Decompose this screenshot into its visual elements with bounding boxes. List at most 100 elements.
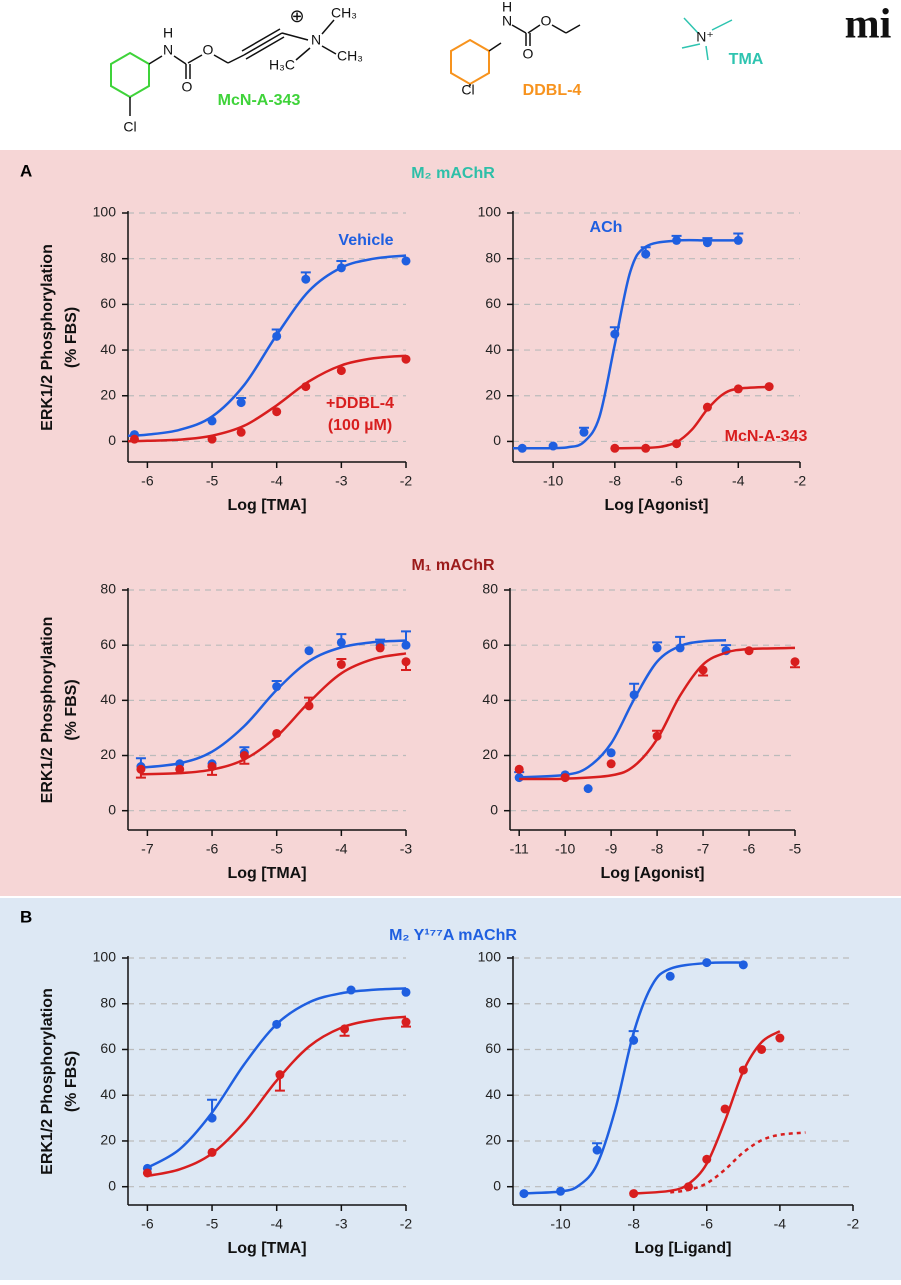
x-tick-label: -10 <box>550 1216 570 1232</box>
y-tick-label: 0 <box>108 1177 116 1193</box>
fit-curve <box>147 1015 407 1178</box>
panel-title: M₂ Y¹⁷⁷A mAChR <box>389 927 517 944</box>
y-tick-label: 20 <box>485 1132 501 1148</box>
data-point <box>592 1145 602 1155</box>
x-tick-label: -8 <box>609 473 622 489</box>
data-point <box>652 731 662 741</box>
fit-curve <box>127 254 407 437</box>
y-axis-title: ERK1/2 Phosphorylation <box>39 617 56 804</box>
data-point <box>675 643 685 653</box>
atom: N <box>311 32 321 48</box>
data-point <box>698 665 708 675</box>
x-tick-label: -10 <box>543 473 563 489</box>
data-point <box>207 416 217 426</box>
data-point <box>207 434 217 444</box>
x-tick-label: -4 <box>335 841 348 857</box>
x-tick-label: -2 <box>847 1216 860 1232</box>
series-label: +DDBL-4 <box>326 395 394 412</box>
panel-b-bg <box>0 898 901 1280</box>
fit-curve <box>633 1030 781 1195</box>
atom: H <box>502 0 512 15</box>
data-point <box>606 759 616 769</box>
data-point <box>514 764 524 774</box>
series-label: Vehicle <box>338 232 393 249</box>
data-point <box>236 427 246 437</box>
data-point <box>733 384 743 394</box>
data-point <box>519 1189 529 1199</box>
data-point <box>272 682 282 692</box>
y-tick-label: 0 <box>108 801 116 817</box>
x-axis-title: Log [TMA] <box>227 865 306 882</box>
data-point <box>301 274 311 284</box>
y-tick-label: 80 <box>100 249 116 265</box>
panel-title: M₁ mAChR <box>411 557 495 574</box>
data-point <box>136 764 146 774</box>
x-tick-label: -2 <box>794 473 807 489</box>
structure-tma <box>681 17 733 61</box>
x-tick-label: -4 <box>774 1216 787 1232</box>
data-point <box>629 690 639 700</box>
x-tick-label: -7 <box>697 841 710 857</box>
y-tick-label: 80 <box>485 249 501 265</box>
series-label: McN-A-343 <box>725 428 808 445</box>
y-tick-label: 40 <box>482 691 498 707</box>
data-point <box>790 657 800 667</box>
atom: O <box>541 13 552 29</box>
data-point <box>336 263 346 273</box>
data-point <box>672 439 682 449</box>
atom: N <box>163 42 173 58</box>
y-tick-label: 80 <box>482 581 498 597</box>
x-tick-label: -2 <box>400 1216 413 1232</box>
x-tick-label: -6 <box>701 1216 714 1232</box>
header-bg <box>0 0 901 150</box>
data-point <box>683 1182 693 1192</box>
x-tick-label: -5 <box>789 841 802 857</box>
y-tick-label: 40 <box>100 1086 116 1102</box>
x-tick-label: -3 <box>400 841 413 857</box>
x-tick-label: -5 <box>270 841 283 857</box>
data-point <box>272 728 282 738</box>
data-point <box>272 407 282 417</box>
data-point <box>401 256 411 266</box>
panel-letter: B <box>20 907 32 926</box>
data-point <box>610 443 620 453</box>
data-point <box>764 382 774 392</box>
data-point <box>272 1019 282 1029</box>
atom: H <box>163 25 173 41</box>
x-tick-label: -6 <box>206 841 219 857</box>
data-point <box>702 958 712 968</box>
y-tick-label: 60 <box>485 295 501 311</box>
data-point <box>304 646 314 656</box>
y-tick-label: 80 <box>485 994 501 1010</box>
data-point <box>517 443 527 453</box>
x-tick-label: -4 <box>732 473 745 489</box>
y-tick-label: 40 <box>485 1086 501 1102</box>
data-point <box>672 235 682 245</box>
data-point <box>336 659 346 669</box>
y-tick-label: 60 <box>100 1040 116 1056</box>
compound-name: DDBL-4 <box>523 82 582 99</box>
atom: N <box>502 13 512 29</box>
y-tick-label: 40 <box>100 341 116 357</box>
compound-name: McN-A-343 <box>218 92 301 109</box>
fit-curve <box>127 354 407 443</box>
data-point <box>175 764 185 774</box>
data-point <box>401 640 411 650</box>
data-point <box>641 249 651 259</box>
data-point <box>514 773 524 783</box>
y-axis-title: (% FBS) <box>63 307 80 368</box>
data-point <box>304 701 314 711</box>
y-tick-label: 60 <box>100 295 116 311</box>
structure-ddbl <box>450 24 581 86</box>
data-point <box>610 329 620 339</box>
y-tick-label: 0 <box>493 1177 501 1193</box>
data-point <box>579 427 589 437</box>
y-tick-label: 80 <box>100 581 116 597</box>
y-tick-label: 20 <box>100 746 116 762</box>
y-tick-label: 60 <box>485 1040 501 1056</box>
data-point <box>236 398 246 408</box>
data-point <box>301 382 311 392</box>
x-tick-label: -7 <box>141 841 154 857</box>
fit-curve <box>670 1131 806 1194</box>
